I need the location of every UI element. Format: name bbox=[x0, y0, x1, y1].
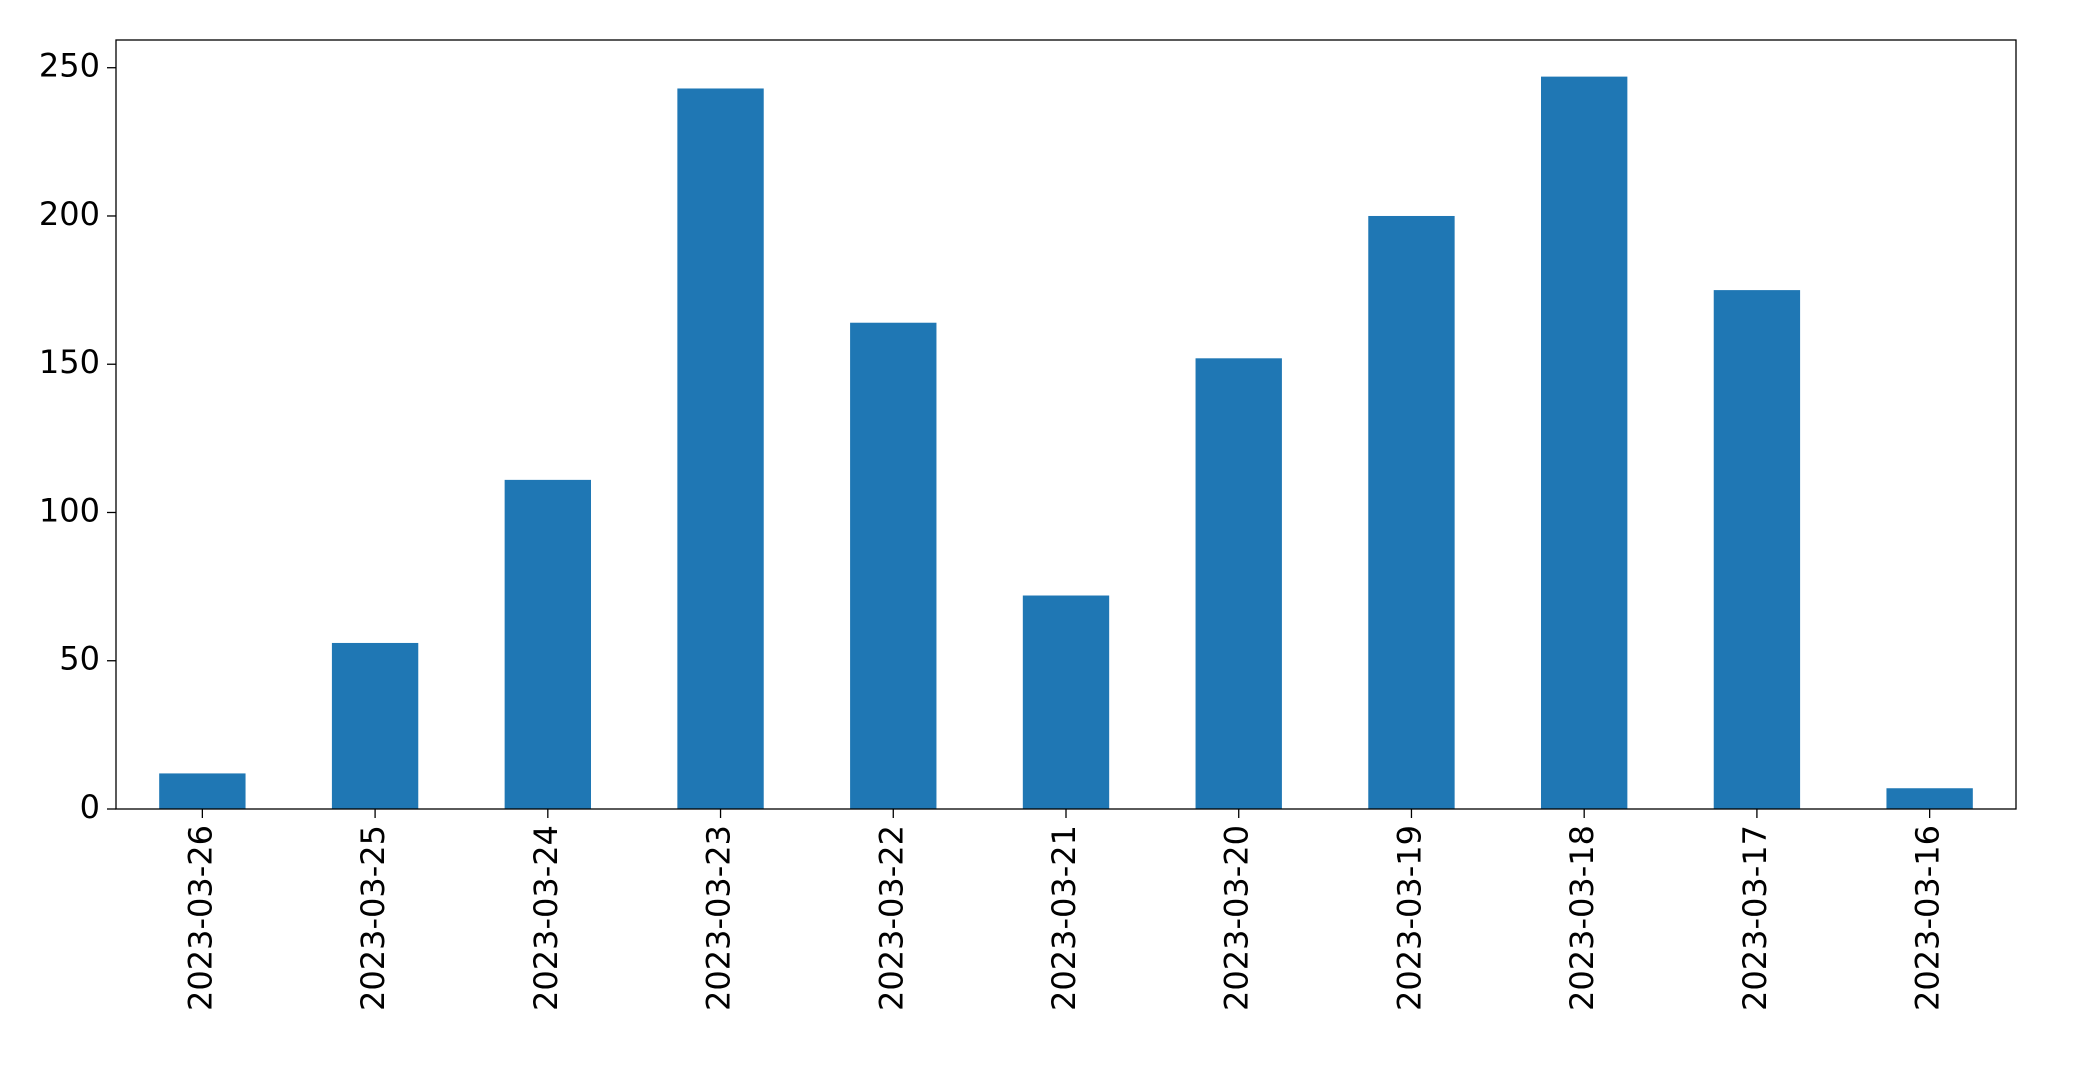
x-tick-label: 2023-03-23 bbox=[700, 825, 738, 1011]
y-tick-label: 100 bbox=[39, 491, 100, 529]
x-tick-label: 2023-03-16 bbox=[1909, 825, 1947, 1011]
x-tick-label: 2023-03-25 bbox=[354, 825, 392, 1011]
bar bbox=[1195, 358, 1282, 809]
x-tick-label: 2023-03-22 bbox=[872, 825, 910, 1011]
bar bbox=[1368, 215, 1455, 809]
bar bbox=[504, 479, 591, 809]
y-tick-label: 200 bbox=[39, 195, 100, 233]
bar bbox=[850, 322, 937, 809]
x-tick-label: 2023-03-18 bbox=[1563, 825, 1601, 1011]
x-tick-label: 2023-03-17 bbox=[1736, 825, 1774, 1011]
bar bbox=[1713, 290, 1801, 810]
x-tick-label: 2023-03-19 bbox=[1390, 825, 1428, 1011]
bar bbox=[1022, 595, 1110, 809]
x-tick-label: 2023-03-26 bbox=[181, 825, 219, 1011]
bar bbox=[1886, 788, 1973, 809]
x-tick-label: 2023-03-24 bbox=[527, 825, 565, 1011]
x-tick-label: 2023-03-21 bbox=[1045, 825, 1083, 1011]
y-tick-label: 0 bbox=[80, 788, 100, 826]
y-tick-label: 50 bbox=[59, 640, 100, 678]
bar bbox=[159, 773, 246, 809]
x-tick-label: 2023-03-20 bbox=[1218, 825, 1256, 1011]
bar bbox=[1541, 76, 1628, 810]
y-tick-label: 150 bbox=[39, 343, 100, 381]
bar bbox=[331, 642, 419, 809]
plot-frame bbox=[115, 39, 2017, 810]
bar bbox=[677, 88, 764, 809]
y-tick-label: 250 bbox=[39, 47, 100, 85]
